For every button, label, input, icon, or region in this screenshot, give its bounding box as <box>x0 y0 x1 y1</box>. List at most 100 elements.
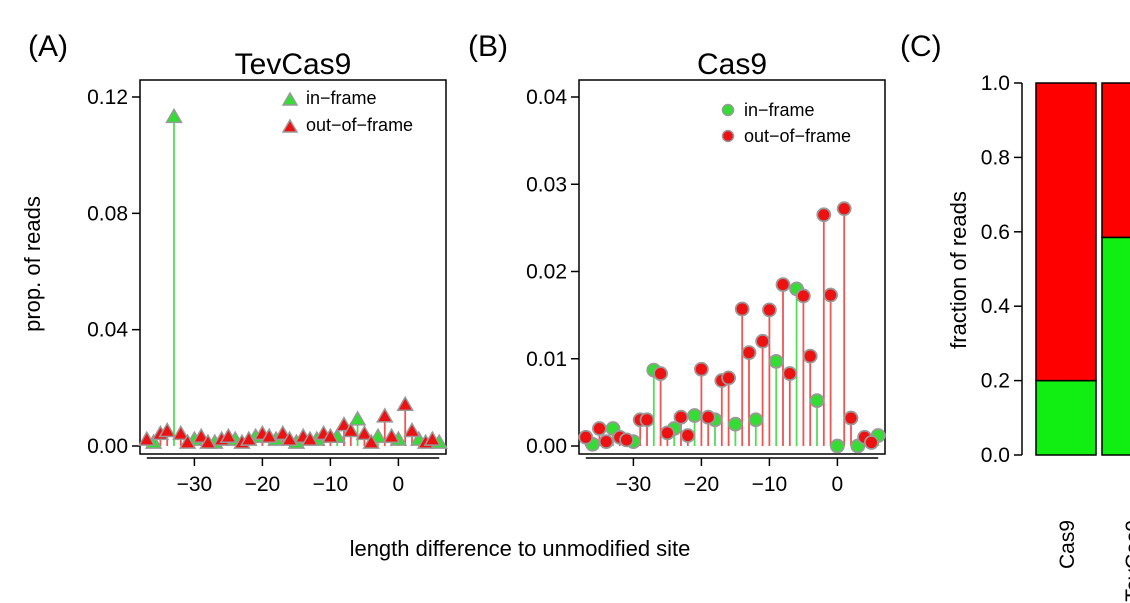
panelb-point <box>728 416 743 432</box>
panelb-point <box>823 287 838 303</box>
panela-point <box>321 427 340 444</box>
panel-c-bar-segment <box>1035 82 1097 382</box>
panela-point <box>403 421 421 438</box>
panel-a-chart: TevCas9 prop. of reads 0.000.040.080.12 … <box>20 48 448 496</box>
panela-xtick-label: −10 <box>313 473 349 496</box>
panel-c-x-axis: Cas9 TevCas9 <box>1056 520 1130 602</box>
panela-point <box>396 395 414 412</box>
panela-point <box>280 430 299 446</box>
panelb-ytick-label: 0.04 <box>526 86 567 109</box>
panela-point <box>260 427 278 444</box>
panel-c-ytick-label: 0.2 <box>981 370 1010 393</box>
panel-c-bars <box>1035 82 1130 456</box>
panelb-point <box>578 429 594 445</box>
panela-point <box>219 427 238 444</box>
panelb-point <box>700 409 716 425</box>
panela-point <box>138 430 156 446</box>
panel-c-ylabel: fraction of reads <box>946 191 971 349</box>
panela-point <box>355 424 374 441</box>
panelb-point <box>816 207 832 223</box>
panel-a-legend-in-frame-label: in−frame <box>306 88 377 108</box>
panel-c-y-axis: 0.0 0.2 0.4 0.6 0.8 1.0 <box>981 72 1023 467</box>
panel-b-label: (B) <box>468 30 508 63</box>
panel-c-ytick-label: 0.4 <box>981 295 1011 318</box>
shared-x-axis-label: length difference to unmodified site <box>350 536 691 561</box>
panela-point <box>199 433 217 449</box>
panelb-point <box>775 277 791 292</box>
panela-point <box>348 410 367 426</box>
panela-point <box>172 424 190 441</box>
panel-c-label: (C) <box>900 30 942 63</box>
panel-a-y-axis: 0.00 0.04 0.08 0.12 <box>87 86 140 458</box>
panela-point <box>165 107 183 124</box>
panel-b-legend-out-of-frame-marker <box>721 129 735 143</box>
panela-xtick-label: 0 <box>393 473 405 496</box>
panela-point <box>342 421 360 438</box>
panelb-point <box>592 421 607 436</box>
panelb-point <box>660 425 675 441</box>
panel-c-ytick-label: 0.6 <box>981 221 1010 244</box>
panelb-point <box>802 348 818 364</box>
panelb-xtick-label: −20 <box>684 473 720 496</box>
panelb-point <box>748 412 764 428</box>
panel-b-chart: Cas9 0.00 0.01 0.02 0.03 0.04 −30 −20 −10 0 in−… <box>526 48 886 496</box>
panelb-point <box>639 412 655 428</box>
panela-ytick-label: 0.04 <box>87 319 128 342</box>
panelb-point <box>830 438 845 454</box>
panela-point <box>376 407 394 423</box>
panel-b-y-axis: 0.00 0.01 0.02 0.03 0.04 <box>526 86 579 458</box>
panel-c-bar-segment <box>1101 236 1130 456</box>
panelb-point <box>694 361 709 377</box>
panelb-point <box>680 428 696 443</box>
panela-point <box>301 430 319 446</box>
panelb-point <box>796 288 811 304</box>
panel-c-bar-segment <box>1101 82 1130 239</box>
panel-a-label: (A) <box>28 30 68 63</box>
panelb-point <box>768 353 784 369</box>
panelb-point <box>809 393 825 409</box>
panelb-point <box>734 301 750 317</box>
panela-point <box>178 433 197 449</box>
panel-b-legend-out-of-frame-label: out−of−frame <box>744 126 851 146</box>
panel-c-chart: fraction of reads 0.0 0.2 0.4 0.6 0.8 1.0 Cas… <box>946 72 1130 602</box>
panel-a-marks <box>138 107 448 449</box>
panelb-point <box>755 333 770 349</box>
panelb-point <box>741 345 757 361</box>
panelb-point <box>673 409 689 425</box>
panelb-point <box>864 435 879 450</box>
panelb-point <box>762 302 777 318</box>
panelb-point <box>843 410 859 426</box>
panelb-ytick-label: 0.02 <box>526 261 567 284</box>
panel-c-xtick-label: TevCas9 <box>1122 520 1130 602</box>
panelb-point <box>653 366 668 381</box>
panel-c-xtick-label: Cas9 <box>1056 520 1079 569</box>
panel-b-x-axis: −30 −20 −10 0 <box>585 457 879 496</box>
panel-a-x-axis: −30 −20 −10 0 <box>146 457 440 496</box>
panel-b-legend: in−frame out−of−frame <box>721 100 851 146</box>
panel-b-plot-frame <box>578 79 886 455</box>
panelb-xtick-label: 0 <box>832 473 844 496</box>
panel-c-bar-segment <box>1035 379 1097 456</box>
panelb-ytick-label: 0.01 <box>526 348 567 371</box>
panel-a-legend: in−frame out−of−frame <box>281 88 413 135</box>
panelb-xtick-label: −30 <box>616 473 652 496</box>
panel-a-legend-out-of-frame-marker <box>281 118 299 133</box>
panel-b-legend-in-frame-marker <box>721 103 735 117</box>
panelb-point <box>721 370 736 386</box>
panel-b-title: Cas9 <box>697 48 767 81</box>
panel-b-marks <box>578 201 886 454</box>
panel-a-legend-out-of-frame-label: out−of−frame <box>306 115 413 135</box>
panela-point <box>158 421 176 438</box>
panel-a-ylabel: prop. of reads <box>20 196 45 332</box>
panelb-point <box>687 408 702 423</box>
panelb-point <box>619 432 634 448</box>
panela-point <box>382 427 401 444</box>
panelb-ytick-label: 0.00 <box>526 435 567 458</box>
panelb-xtick-label: −10 <box>752 473 788 496</box>
panela-xtick-label: −30 <box>177 473 213 496</box>
panela-ytick-label: 0.08 <box>87 202 128 225</box>
panela-ytick-label: 0.12 <box>87 86 128 109</box>
panel-c-ytick-label: 0.8 <box>981 146 1010 169</box>
panela-xtick-label: −20 <box>245 473 281 496</box>
